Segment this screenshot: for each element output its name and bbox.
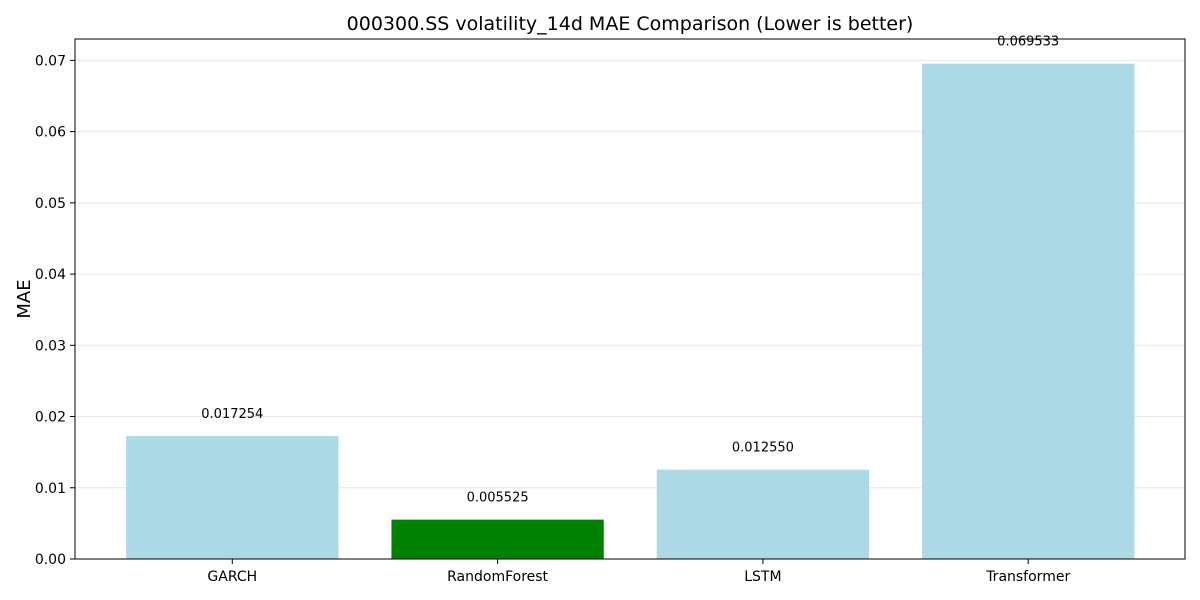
plot-frame [74,38,1186,560]
bar-lstm [656,469,870,559]
bars [126,63,1135,559]
chart-title: 000300.SS volatility_14d MAE Comparison … [347,13,914,35]
data-labels: 0.017254 0.005525 0.012550 0.069533 [201,35,1059,506]
y-tick-label: 0.00 [35,552,66,568]
y-tick-label: 0.01 [35,481,66,497]
y-tick-label: 0.03 [35,338,66,354]
y-axis-label: MAE [14,279,35,318]
y-tick-label: 0.07 [35,53,66,69]
y-tick-label: 0.04 [35,267,66,283]
data-label: 0.005525 [467,491,529,506]
y-tick-label: 0.06 [35,125,66,141]
y-tick-label: 0.02 [35,410,66,426]
x-tick-label: Transformer [985,569,1070,585]
bar-randomforest [391,519,604,559]
y-axis-ticks: 0.00 0.01 0.02 0.03 0.04 0.05 0.06 0.07 [35,53,75,568]
x-tick-label: LSTM [744,569,781,585]
data-label: 0.012550 [732,441,794,456]
bar-transformer [922,63,1135,559]
bar-garch [126,436,339,559]
x-tick-label: GARCH [207,569,257,585]
data-label: 0.017254 [201,407,263,422]
data-label: 0.069533 [997,35,1059,50]
x-axis-ticks: GARCH RandomForest LSTM Transformer [207,559,1070,585]
y-tick-label: 0.05 [35,196,66,212]
x-tick-label: RandomForest [447,569,548,585]
